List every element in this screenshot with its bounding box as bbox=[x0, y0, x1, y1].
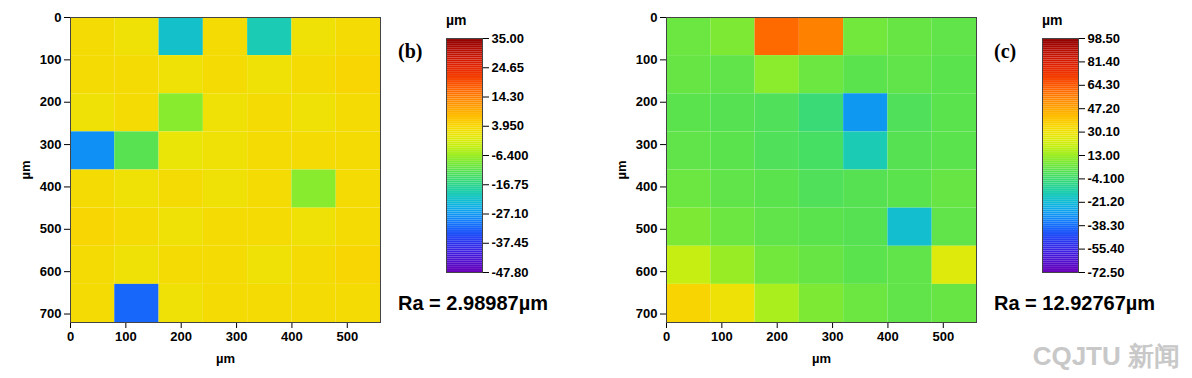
svg-text:300: 300 bbox=[226, 329, 248, 344]
html-text:(c): (c) bbox=[994, 40, 1017, 62]
svg-text:-27.10: -27.10 bbox=[492, 206, 529, 221]
html-text:(b): (b) bbox=[398, 40, 423, 62]
svg-text:3.950: 3.950 bbox=[492, 118, 525, 133]
svg-text:81.40: 81.40 bbox=[1088, 54, 1121, 69]
svg-text:µm: µm bbox=[614, 160, 629, 179]
svg-text:700: 700 bbox=[636, 306, 658, 321]
svg-text:35.00: 35.00 bbox=[492, 31, 525, 46]
svg-text:0: 0 bbox=[650, 10, 657, 25]
svg-text:-47.80: -47.80 bbox=[492, 265, 529, 280]
svg-text:-37.45: -37.45 bbox=[492, 235, 529, 250]
svg-text:400: 400 bbox=[877, 329, 899, 344]
svg-text:0: 0 bbox=[67, 329, 74, 344]
svg-text:400: 400 bbox=[636, 179, 658, 194]
svg-text:98.50: 98.50 bbox=[1088, 31, 1121, 46]
svg-text:200: 200 bbox=[170, 329, 192, 344]
svg-text:13.00: 13.00 bbox=[1088, 148, 1121, 163]
svg-text:300: 300 bbox=[40, 137, 62, 152]
html-text:µm: µm bbox=[446, 12, 467, 28]
svg-text:500: 500 bbox=[932, 329, 954, 344]
svg-text:200: 200 bbox=[40, 94, 62, 109]
svg-text:-4.100: -4.100 bbox=[1088, 171, 1125, 186]
svg-text:500: 500 bbox=[40, 221, 62, 236]
svg-text:-6.400: -6.400 bbox=[492, 148, 529, 163]
svg-text:500: 500 bbox=[636, 221, 658, 236]
svg-text:64.30: 64.30 bbox=[1088, 77, 1121, 92]
svg-text:-38.30: -38.30 bbox=[1088, 218, 1125, 233]
svg-text:µm: µm bbox=[18, 160, 33, 179]
html-text:µm: µm bbox=[1042, 12, 1063, 28]
svg-text:700: 700 bbox=[40, 306, 62, 321]
svg-text:200: 200 bbox=[636, 94, 658, 109]
svg-text:500: 500 bbox=[336, 329, 358, 344]
svg-text:µm: µm bbox=[216, 351, 235, 366]
svg-text:0: 0 bbox=[663, 329, 670, 344]
svg-text:600: 600 bbox=[636, 264, 658, 279]
svg-text:30.10: 30.10 bbox=[1088, 124, 1121, 139]
html-text:CQJTU 新闻: CQJTU 新闻 bbox=[1032, 341, 1180, 371]
svg-text:100: 100 bbox=[40, 52, 62, 67]
svg-text:0: 0 bbox=[54, 10, 61, 25]
svg-text:-72.50: -72.50 bbox=[1088, 265, 1125, 280]
html-text:Ra = 12.92767µm: Ra = 12.92767µm bbox=[994, 292, 1156, 314]
svg-text:200: 200 bbox=[766, 329, 788, 344]
svg-text:100: 100 bbox=[636, 52, 658, 67]
svg-text:47.20: 47.20 bbox=[1088, 101, 1121, 116]
svg-text:100: 100 bbox=[711, 329, 733, 344]
html-text:Ra = 2.98987µm: Ra = 2.98987µm bbox=[398, 292, 548, 314]
svg-text:-16.75: -16.75 bbox=[492, 177, 529, 192]
svg-text:14.30: 14.30 bbox=[492, 89, 525, 104]
svg-text:µm: µm bbox=[812, 351, 831, 366]
svg-text:300: 300 bbox=[636, 137, 658, 152]
svg-text:-55.40: -55.40 bbox=[1088, 241, 1125, 256]
svg-text:24.65: 24.65 bbox=[492, 60, 525, 75]
svg-text:400: 400 bbox=[281, 329, 303, 344]
svg-text:300: 300 bbox=[822, 329, 844, 344]
svg-text:100: 100 bbox=[115, 329, 137, 344]
svg-text:600: 600 bbox=[40, 264, 62, 279]
svg-text:400: 400 bbox=[40, 179, 62, 194]
svg-text:-21.20: -21.20 bbox=[1088, 194, 1125, 209]
